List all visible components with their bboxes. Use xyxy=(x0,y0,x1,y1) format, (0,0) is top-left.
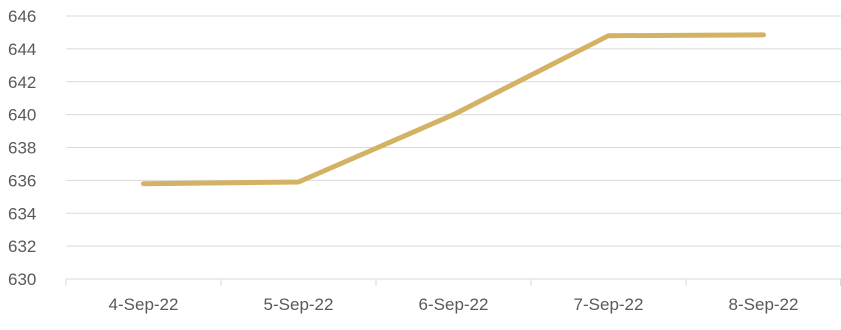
y-axis-ticks: 630 632 634 636 638 640 642 644 646 xyxy=(8,7,36,289)
gridlines xyxy=(66,15,841,247)
x-tick-label: 7-Sep-22 xyxy=(574,295,644,314)
series-line xyxy=(141,32,766,187)
x-tick-label: 8-Sep-22 xyxy=(729,295,799,314)
y-tick-label: 632 xyxy=(8,237,36,256)
series-layer xyxy=(141,32,766,187)
y-tick-label: 642 xyxy=(8,73,36,92)
y-tick-label: 636 xyxy=(8,171,36,190)
x-tick-label: 6-Sep-22 xyxy=(419,295,489,314)
y-tick-label: 640 xyxy=(8,106,36,125)
x-axis: 4-Sep-22 5-Sep-22 6-Sep-22 7-Sep-22 8-Sep-22 xyxy=(65,278,841,314)
y-tick-label: 638 xyxy=(8,139,36,158)
x-tick-label: 4-Sep-22 xyxy=(109,295,179,314)
y-tick-label: 630 xyxy=(8,270,36,289)
y-tick-label: 644 xyxy=(8,40,36,59)
x-tick-label: 5-Sep-22 xyxy=(264,295,334,314)
y-tick-label: 634 xyxy=(8,204,36,223)
y-tick-label: 646 xyxy=(8,7,36,26)
